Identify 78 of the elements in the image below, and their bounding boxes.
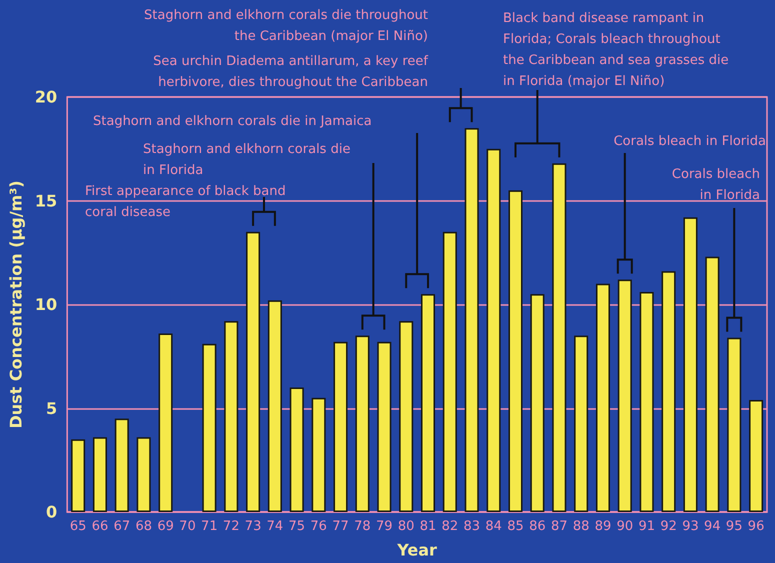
x-tick-label: 70 [179, 519, 196, 534]
bar [618, 280, 632, 512]
x-tick-label: 79 [376, 519, 393, 534]
bar [552, 163, 566, 512]
y-tick-label: 5 [46, 398, 58, 418]
annotation: Staghorn and elkhorn corals die in Florida [143, 142, 350, 178]
bar [596, 284, 610, 512]
y-axis-title: Dust Concentration (µg/m³) [6, 180, 26, 429]
bar [683, 217, 698, 512]
bar [71, 439, 86, 512]
x-tick-label: 91 [638, 519, 655, 534]
x-tick-label: 73 [244, 519, 262, 534]
bar [399, 321, 414, 512]
bar [530, 294, 544, 512]
bar [486, 148, 501, 512]
x-tick-label: 89 [594, 519, 612, 534]
text: Black band disease rampant in Florida; Corals bleach throughout the Caribbean and sea grasses die in Florida (major El Niño) [503, 11, 729, 89]
x-tick-label: 92 [660, 519, 677, 534]
annotation: Staghorn and elkhorn corals die in Jamaica [93, 114, 372, 129]
bar [312, 398, 326, 512]
x-tick-label: 74 [266, 519, 284, 534]
x-tick-label: 76 [310, 519, 327, 534]
y-tick-label: 10 [34, 295, 58, 314]
x-tick-label: 78 [354, 519, 371, 534]
bar [92, 437, 107, 512]
annotation: Corals bleach in Florida [614, 134, 766, 149]
x-tick-label: 86 [529, 519, 546, 534]
bar [355, 336, 370, 512]
y-tick-label: 0 [46, 502, 58, 522]
bar [442, 232, 457, 512]
annotation: Corals bleach in Florida [672, 167, 760, 203]
bar [114, 418, 129, 512]
bar [421, 294, 436, 512]
x-tick-label: 71 [201, 519, 218, 534]
bar [246, 232, 260, 512]
x-tick-label: 93 [682, 519, 699, 534]
bar [749, 400, 764, 512]
bar [377, 342, 392, 512]
text: Sea urchin Diadema antillarum, a key reef herbivore, dies throughout the Caribbean [153, 54, 428, 90]
x-tick-label: 96 [748, 519, 764, 534]
bar [268, 300, 282, 512]
bar [574, 336, 588, 512]
x-tick-label: 65 [70, 519, 86, 534]
bar [290, 388, 304, 512]
x-tick-label: 85 [507, 519, 524, 534]
text: Staghorn and elkhorn corals die throughout the Caribbean (major El Niño) [144, 8, 428, 44]
bar [136, 437, 151, 512]
x-tick-label: 72 [222, 519, 240, 534]
bar [640, 292, 654, 512]
bar [158, 334, 173, 512]
bar [705, 256, 720, 512]
x-tick-label: 66 [92, 519, 108, 534]
x-tick-label: 68 [135, 519, 152, 534]
x-axis-title: Year [396, 540, 438, 560]
x-tick-label: 90 [616, 519, 634, 534]
x-tick-label: 94 [704, 519, 721, 534]
x-tick-label: 88 [572, 519, 590, 534]
x-tick-label: 83 [463, 519, 480, 534]
x-tick-label: 84 [485, 519, 502, 534]
x-tick-label: 81 [420, 519, 436, 534]
x-tick-label: 67 [114, 519, 130, 534]
x-tick-label: 69 [157, 519, 174, 534]
x-tick-label: 87 [550, 519, 568, 534]
bar [508, 190, 522, 512]
x-tick-label: 77 [332, 519, 349, 534]
bar [334, 342, 348, 512]
y-tick-label: 20 [34, 88, 58, 106]
bar [662, 271, 676, 512]
x-tick-label: 80 [398, 519, 414, 534]
y-tick-label: 15 [34, 191, 58, 210]
x-tick-label: 95 [726, 519, 742, 534]
annotation: First appearance of black band coral disease [85, 184, 286, 220]
bar [464, 128, 479, 512]
bar [224, 321, 238, 512]
bar [202, 344, 216, 512]
x-tick-label: 82 [442, 519, 458, 534]
x-tick-label: 75 [288, 519, 306, 534]
bar [727, 338, 742, 512]
